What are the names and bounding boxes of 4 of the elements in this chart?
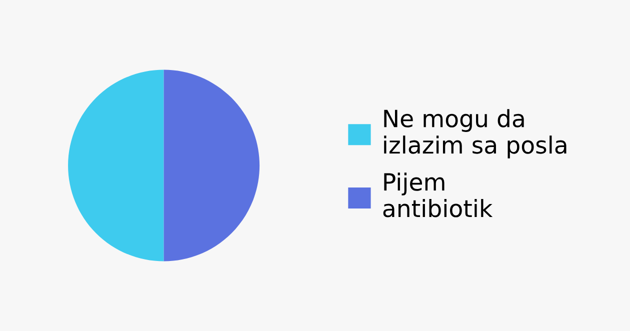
legend-label: Ne mogu da izlazim sa posla bbox=[384, 109, 566, 158]
pie-slice bbox=[164, 70, 260, 262]
pie-slice bbox=[68, 70, 164, 262]
legend-label: Pijem antibiotik bbox=[383, 172, 493, 218]
